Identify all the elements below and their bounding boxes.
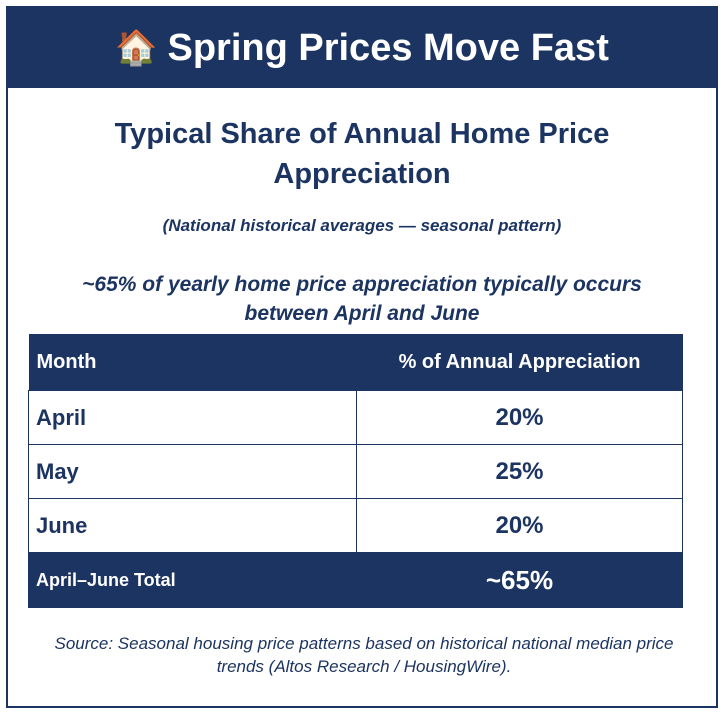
table-row: April 20% bbox=[28, 390, 683, 445]
banner-title: Spring Prices Move Fast bbox=[167, 26, 609, 69]
percent-cell: 20% bbox=[356, 390, 683, 445]
subtitle: (National historical averages — seasonal… bbox=[162, 216, 562, 235]
total-row: April–June Total ~65% bbox=[28, 552, 683, 608]
month-cell: April bbox=[28, 390, 357, 445]
total-percent: ~65% bbox=[356, 552, 683, 608]
house-icon: 🏠 bbox=[115, 29, 158, 67]
table-row: June 20% bbox=[28, 498, 683, 553]
column-header-percent: % of Annual Appreciation bbox=[356, 334, 683, 391]
banner: 🏠 Spring Prices Move Fast bbox=[8, 8, 716, 88]
total-label: April–June Total bbox=[28, 552, 357, 608]
table-row: May 25% bbox=[28, 444, 683, 499]
table-header-row: Month % of Annual Appreciation bbox=[28, 334, 683, 391]
page-title: Typical Share of Annual Home Price Appre… bbox=[114, 118, 610, 190]
percent-cell: 25% bbox=[356, 444, 683, 499]
month-cell: June bbox=[28, 498, 357, 553]
month-cell: May bbox=[28, 444, 357, 499]
appreciation-table: Month % of Annual Appreciation April 20%… bbox=[28, 334, 683, 608]
column-header-month: Month bbox=[28, 334, 357, 391]
source-note: Source: Seasonal housing price patterns … bbox=[54, 634, 674, 676]
percent-cell: 20% bbox=[356, 498, 683, 553]
headline: ~65% of yearly home price appreciation t… bbox=[82, 273, 642, 325]
